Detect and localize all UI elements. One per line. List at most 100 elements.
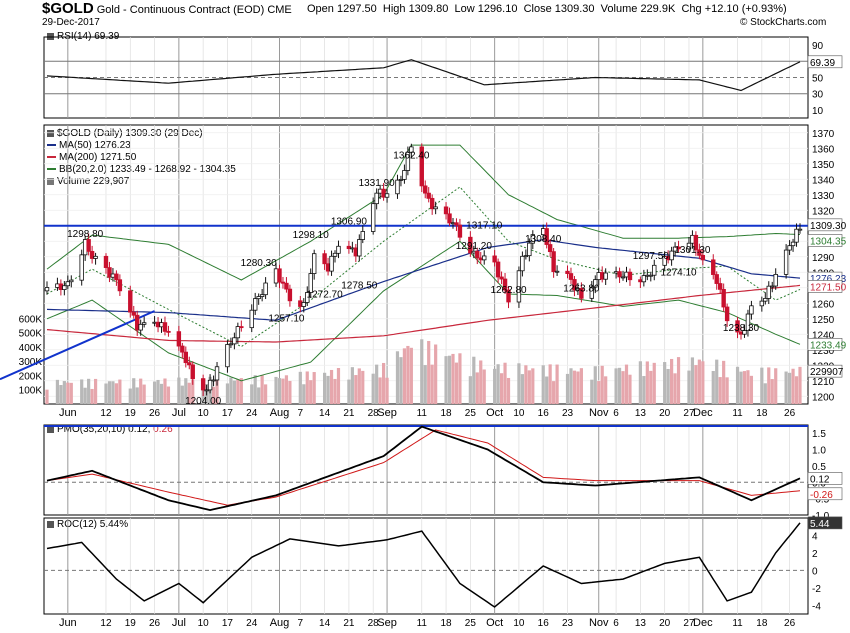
candle-body (773, 273, 778, 287)
candle-body (763, 298, 768, 302)
volume-bar (447, 355, 452, 404)
candle-body (273, 268, 279, 284)
x-tick-label-bottom: 10 (513, 618, 525, 629)
volume-bar (305, 371, 309, 404)
candle-body (200, 378, 206, 391)
volume-bar (59, 385, 63, 404)
price-label: 1262.80 (490, 285, 527, 296)
price-label: 1204.00 (185, 396, 222, 407)
volume-bar (527, 370, 531, 404)
roc-legend-label: ROC(12) 5.44% (57, 519, 129, 530)
low-value: 1296.10 (477, 3, 518, 15)
volume-bar (156, 379, 160, 404)
x-tick-label-bottom: 18 (756, 618, 768, 629)
volume-bar (336, 368, 341, 404)
x-tick-label-price: Oct (486, 407, 503, 419)
volume-bar (493, 368, 497, 404)
candle-body (676, 246, 681, 250)
candle-body (652, 264, 657, 276)
x-tick-label-price: 19 (125, 408, 137, 419)
candle-body (398, 178, 404, 181)
volume-bar (725, 377, 729, 404)
volume-bar (177, 377, 181, 404)
volume-bar (590, 379, 594, 404)
candle-body (603, 272, 608, 280)
rsi-value-tag: 69.39 (810, 58, 835, 69)
x-tick-label-price: 14 (319, 408, 331, 419)
candle-body (447, 213, 452, 224)
volume-bar (128, 388, 132, 404)
candle-body (259, 294, 265, 297)
candle-body (717, 283, 723, 290)
candle-body (579, 288, 584, 299)
x-tick-label-price: 20 (659, 408, 671, 419)
volume-bar (604, 376, 608, 404)
volume-bar (499, 373, 504, 404)
x-tick-label-price: 18 (440, 408, 452, 419)
volume-bar (257, 387, 261, 404)
rsi-y-tick-label: 90 (812, 41, 824, 52)
price-label: 1298.80 (67, 229, 104, 240)
volume-bar (545, 376, 549, 404)
x-tick-label-bottom: 14 (319, 618, 331, 629)
price-label: 1308.40 (525, 234, 562, 245)
volume-bar (444, 356, 448, 404)
volume-bar (701, 361, 705, 404)
volume-bar (663, 362, 667, 404)
x-tick-label-bottom: Jul (172, 617, 186, 629)
x-tick-label-bottom: 13 (635, 618, 647, 629)
high-label: High (382, 3, 406, 15)
open-value: 1297.50 (336, 3, 377, 15)
price-y-tick-label: 1200 (812, 392, 835, 403)
volume-bar (350, 367, 354, 404)
roc-value-tag-box (807, 516, 843, 530)
candle-body (572, 279, 577, 291)
volume-bar (93, 378, 98, 404)
price-label: 1238.30 (723, 323, 760, 334)
candle-body (544, 228, 549, 245)
candle-body (735, 320, 740, 333)
volume-bar (572, 370, 577, 404)
roc-y-tick-label: 0 (812, 566, 818, 577)
volume-bar (69, 382, 73, 404)
candle-body (235, 326, 241, 339)
candle-body (360, 231, 365, 240)
volume-bar (229, 377, 233, 404)
candle-body (454, 222, 459, 226)
volume-bar (774, 368, 778, 404)
high-value: 1309.80 (408, 3, 449, 15)
volume-bar (111, 381, 115, 404)
candle-body (277, 268, 282, 283)
volume-bar (770, 379, 774, 404)
candle-body (419, 146, 424, 187)
volume-bar (454, 362, 459, 404)
x-tick-label-price: Jul (172, 407, 186, 419)
candle-body (131, 311, 136, 316)
volume-bar (288, 380, 292, 404)
volume-bar (357, 368, 361, 404)
price-label: 1362.40 (393, 151, 430, 162)
volume-y-tick-label: 600K (19, 314, 43, 325)
rsi-y-tick-label: 30 (812, 90, 824, 101)
candle-body (426, 192, 431, 199)
candle-body (256, 296, 261, 300)
volume-y-tick-label: 500K (19, 329, 43, 340)
candle-body (495, 261, 501, 278)
x-tick-label-bottom: 17 (222, 618, 234, 629)
candle-body (114, 273, 119, 281)
candle-body (516, 270, 522, 303)
candle-body (638, 279, 643, 283)
candle-body (232, 337, 237, 345)
x-tick-label-bottom: Aug (270, 617, 290, 629)
volume-bar (274, 376, 278, 404)
volume-bar (496, 364, 500, 404)
candle-body (690, 234, 695, 244)
price-label: 1306.90 (331, 217, 368, 228)
candle-body (374, 192, 379, 205)
volume-bar (676, 357, 681, 404)
volume-bar (548, 364, 552, 404)
candle-body (724, 306, 730, 322)
x-tick-label-price: 10 (513, 408, 525, 419)
instrument-name: Gold - Continuous Contract (EOD) (96, 4, 265, 16)
